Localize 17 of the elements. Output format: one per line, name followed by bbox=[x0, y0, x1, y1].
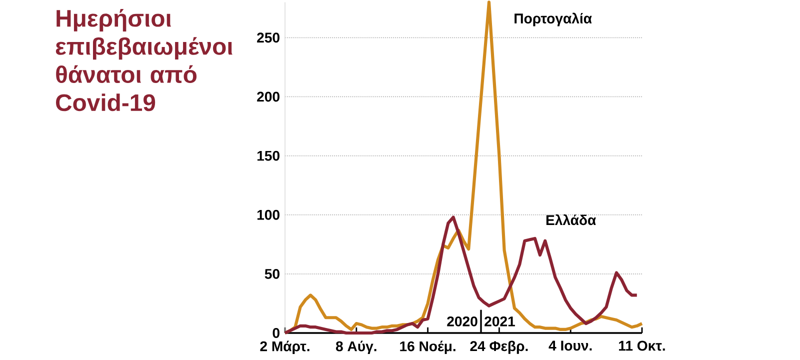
y-tick-label: 0 bbox=[272, 328, 280, 338]
y-tick-label: 250 bbox=[257, 32, 280, 43]
y-tick-label: 150 bbox=[257, 150, 280, 161]
x-tick-label: 24 Φεβρ. bbox=[470, 340, 528, 354]
annotation: 2021 bbox=[484, 316, 515, 326]
x-tick-label: 11 Οκτ. bbox=[619, 340, 665, 351]
series-label: Ελλάδα bbox=[546, 214, 596, 226]
series-label: Πορτογαλία bbox=[514, 12, 592, 26]
x-tick-label: 4 Ιουν. bbox=[548, 340, 592, 351]
text: Ημερήσιοι επιβεβαιωμένοι θάνατοι από Covid-19 bbox=[56, 8, 232, 112]
annotation: 2020 bbox=[447, 316, 478, 326]
x-tick-label: 8 Αύγ. bbox=[336, 340, 376, 354]
x-tick-label: 16 Νοέμ. bbox=[400, 340, 456, 354]
y-tick-label: 100 bbox=[257, 210, 280, 220]
y-tick-label: 200 bbox=[257, 92, 280, 102]
y-tick-label: 50 bbox=[264, 268, 280, 279]
x-tick-label: 2 Μάρτ. bbox=[260, 340, 310, 354]
